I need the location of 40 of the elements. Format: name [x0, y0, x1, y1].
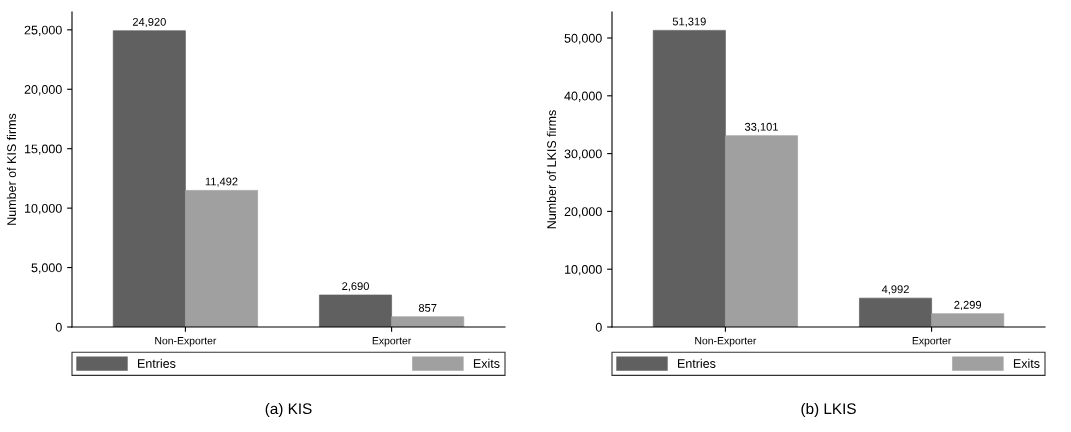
- y-axis-title: Number of LKIS firms: [546, 110, 557, 229]
- y-tick-label: 20,000: [564, 207, 602, 218]
- x-tick-label: Exporter: [372, 337, 412, 347]
- bar: [185, 190, 258, 327]
- y-tick-label: 15,000: [25, 144, 62, 155]
- bar: [112, 30, 186, 327]
- y-tick-label: 10,000: [25, 203, 62, 215]
- y-tick-label: 25,000: [24, 25, 62, 36]
- legend-label: Exits: [473, 358, 500, 368]
- data-label: 2,299: [954, 300, 982, 311]
- bar: [859, 297, 932, 327]
- data-label: 24,920: [132, 17, 166, 28]
- text: Entries: [678, 358, 716, 368]
- y-tick-label: 20,000: [24, 85, 62, 96]
- data-label: 51,319: [672, 17, 706, 27]
- legend-label: Exits: [1013, 358, 1040, 368]
- y-tick-label: 5,000: [31, 263, 62, 274]
- y-tick-label: 40,000: [564, 91, 602, 102]
- y-tick-label: 30,000: [564, 149, 602, 160]
- data-label: 4,992: [881, 285, 909, 295]
- bar: [319, 294, 392, 327]
- x-tick-label: Non-Exporter: [155, 337, 217, 347]
- text: (b) LKIS: [801, 402, 856, 418]
- x-tick-label: Exporter: [912, 337, 952, 347]
- bar: [652, 30, 726, 327]
- text: (a) KIS: [265, 402, 312, 418]
- y-tick-label: 10,000: [565, 265, 602, 276]
- data-label: 33,101: [744, 122, 778, 133]
- data-label: 2,690: [342, 282, 369, 292]
- bar: [391, 316, 465, 327]
- bar: [725, 135, 798, 327]
- data-label: 857: [418, 303, 437, 312]
- legend-label: Entries: [138, 358, 176, 368]
- y-tick-label: 50,000: [564, 33, 602, 45]
- x-tick-label: Non-Exporter: [695, 337, 757, 347]
- y-tick-label: 0: [55, 322, 62, 332]
- y-tick-label: 0: [595, 322, 602, 332]
- bar: [931, 313, 1005, 327]
- data-label: 11,492: [205, 177, 238, 187]
- y-axis-title: Number of KIS firms: [6, 113, 17, 225]
